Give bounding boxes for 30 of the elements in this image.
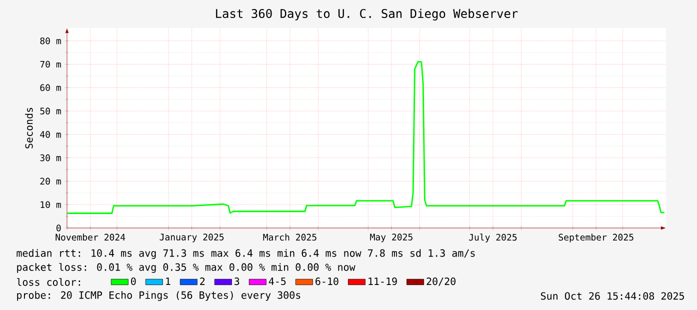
x-tick-label: January 2025 <box>160 234 224 242</box>
y-tick-label: 80 m <box>40 37 61 44</box>
y-tick-label: 50 m <box>40 108 61 114</box>
y-tick-label: 60 m <box>40 84 61 92</box>
y-tick-label: 0 <box>56 224 61 232</box>
x-tick-label: September 2025 <box>558 234 634 242</box>
legend-label: 2 <box>200 278 205 285</box>
legend-label: 6-10 <box>316 278 338 286</box>
chart-title: Last 360 Days to U. C. San Diego Webserver <box>216 8 518 20</box>
text: Sun Oct 26 15:44:08 2025 <box>540 292 684 300</box>
legend-label: 11-19 <box>368 278 397 286</box>
x-tick-label: March 2025 <box>263 234 316 241</box>
text: median rtt: 10.4 ms avg 71.3 ms max 6.4 ms min 6.4 ms now 7.8 ms sd 1.3 am/s <box>16 249 475 259</box>
x-tick-label: November 2024 <box>56 234 126 241</box>
legend-label: 20/20 <box>426 278 456 286</box>
y-tick-label: 30 m <box>40 154 61 162</box>
legend-title: loss color: <box>16 278 80 286</box>
legend-label: 3 <box>234 278 240 286</box>
y-tick-label: 10 m <box>40 201 61 208</box>
legend-label: 4-5 <box>268 278 286 286</box>
text: probe: 20 ICMP Echo Pings (56 Bytes) every 300s <box>17 291 300 301</box>
legend-label: 1 <box>166 278 170 285</box>
y-tick-label: 70 m <box>40 60 61 68</box>
y-tick-label: 40 m <box>40 131 61 138</box>
y-tick-label: 20 m <box>40 178 61 185</box>
text: packet loss: 0.01 % avg 0.35 % max 0.00 % min 0.00 % now <box>17 263 356 273</box>
x-tick-label: May 2025 <box>370 234 412 242</box>
y-axis-title: Seconds <box>25 108 33 148</box>
x-tick-label: July 2025 <box>469 234 517 242</box>
legend-label: 0 <box>131 278 136 286</box>
